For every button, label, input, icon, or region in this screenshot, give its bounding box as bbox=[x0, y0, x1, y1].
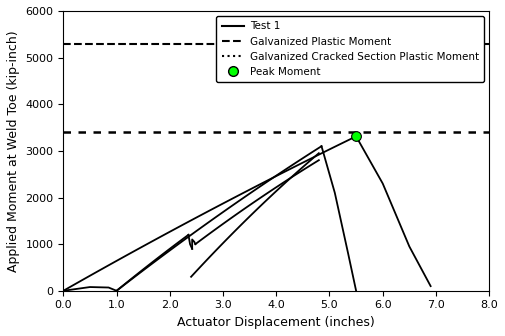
Legend: Test 1, Galvanized Plastic Moment, Galvanized Cracked Section Plastic Moment, Pe: Test 1, Galvanized Plastic Moment, Galva… bbox=[216, 16, 484, 82]
X-axis label: Actuator Displacement (inches): Actuator Displacement (inches) bbox=[177, 316, 375, 329]
Y-axis label: Applied Moment at Weld Toe (kip-inch): Applied Moment at Weld Toe (kip-inch) bbox=[7, 30, 20, 272]
